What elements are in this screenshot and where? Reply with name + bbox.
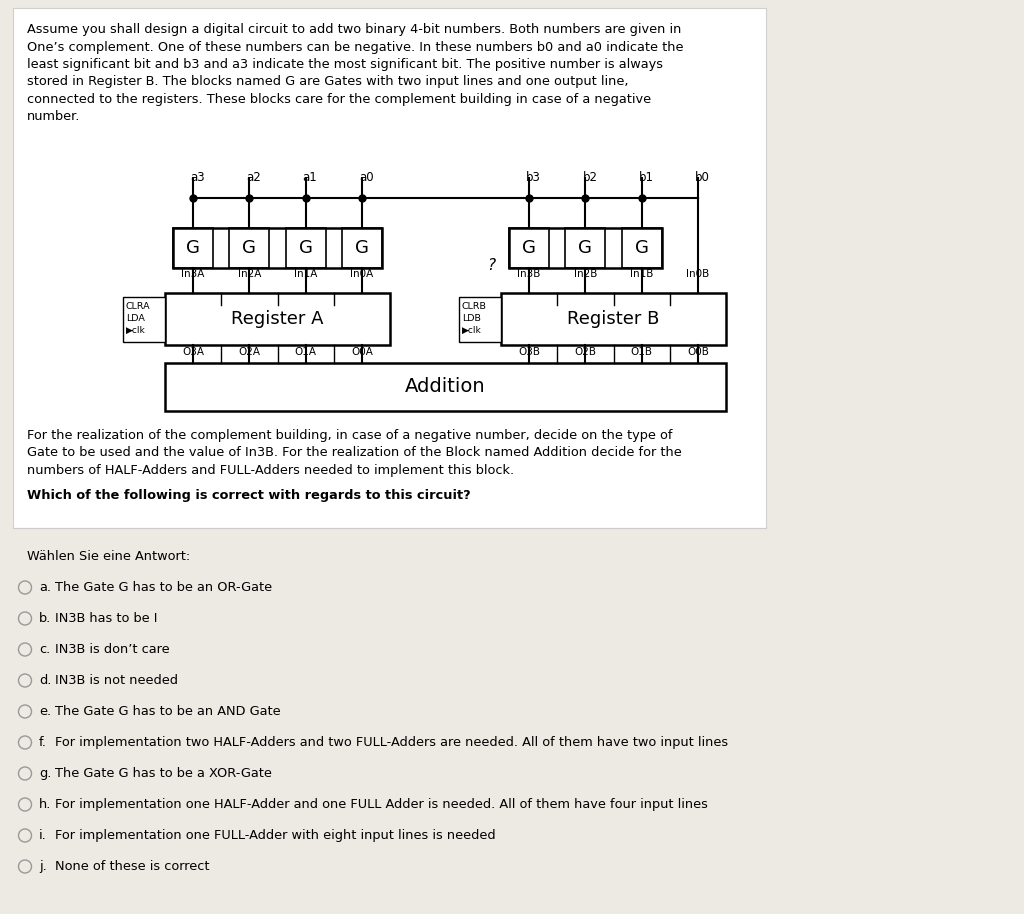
Text: b3: b3 <box>526 171 541 184</box>
Bar <box>123 297 165 342</box>
Text: Register A: Register A <box>231 310 324 328</box>
Bar <box>509 228 662 268</box>
Text: d.: d. <box>39 674 51 687</box>
Text: a3: a3 <box>190 171 205 184</box>
Bar <box>622 228 662 268</box>
Text: Which of the following is correct with regards to this circuit?: Which of the following is correct with r… <box>27 490 471 503</box>
Text: ▶clk: ▶clk <box>126 326 145 335</box>
Text: b.: b. <box>39 612 51 625</box>
Text: G: G <box>522 239 536 257</box>
Text: e.: e. <box>39 705 51 718</box>
Text: CLRA: CLRA <box>126 302 151 311</box>
Text: G: G <box>355 239 369 257</box>
Text: G: G <box>243 239 256 257</box>
Text: least significant bit and b3 and a3 indicate the most significant bit. The posit: least significant bit and b3 and a3 indi… <box>27 58 663 71</box>
Circle shape <box>18 736 32 749</box>
Text: For implementation two HALF-Adders and two FULL-Adders are needed. All of them h: For implementation two HALF-Adders and t… <box>55 736 728 749</box>
Text: O0B: O0B <box>687 347 709 357</box>
Circle shape <box>18 798 32 811</box>
Bar <box>509 228 549 268</box>
Text: In1A: In1A <box>294 269 317 279</box>
Text: b2: b2 <box>583 171 597 184</box>
Text: O1B: O1B <box>631 347 652 357</box>
Bar <box>501 293 726 345</box>
Text: Wählen Sie eine Antwort:: Wählen Sie eine Antwort: <box>27 550 190 563</box>
Text: i.: i. <box>39 829 47 842</box>
Text: O2B: O2B <box>574 347 596 357</box>
Text: In3B: In3B <box>517 269 541 279</box>
Text: O0A: O0A <box>351 347 373 357</box>
Text: a2: a2 <box>247 171 261 184</box>
Text: In3A: In3A <box>181 269 205 279</box>
Text: Register B: Register B <box>567 310 659 328</box>
Text: IN3B is not needed: IN3B is not needed <box>55 674 178 687</box>
Text: G: G <box>299 239 312 257</box>
Text: b0: b0 <box>695 171 710 184</box>
Text: The Gate G has to be an OR-Gate: The Gate G has to be an OR-Gate <box>55 581 272 594</box>
Text: O2A: O2A <box>239 347 260 357</box>
Text: For implementation one FULL-Adder with eight input lines is needed: For implementation one FULL-Adder with e… <box>55 829 496 842</box>
Bar <box>459 297 501 342</box>
Circle shape <box>18 829 32 842</box>
Text: LDA: LDA <box>126 314 144 323</box>
Text: numbers of HALF-Adders and FULL-Adders needed to implement this block.: numbers of HALF-Adders and FULL-Adders n… <box>27 464 514 477</box>
Text: In0A: In0A <box>350 269 374 279</box>
Text: c.: c. <box>39 643 50 656</box>
Circle shape <box>18 860 32 873</box>
Circle shape <box>18 643 32 656</box>
Text: Assume you shall design a digital circuit to add two binary 4-bit numbers. Both : Assume you shall design a digital circui… <box>27 23 681 36</box>
Bar <box>165 363 726 411</box>
Text: stored in Register B. The blocks named G are Gates with two input lines and one : stored in Register B. The blocks named G… <box>27 76 629 89</box>
Text: In2A: In2A <box>238 269 261 279</box>
Text: The Gate G has to be an AND Gate: The Gate G has to be an AND Gate <box>55 705 281 718</box>
Text: One’s complement. One of these numbers can be negative. In these numbers b0 and : One’s complement. One of these numbers c… <box>27 40 683 54</box>
Text: In0B: In0B <box>686 269 710 279</box>
Bar <box>342 228 382 268</box>
Text: Gate to be used and the value of In3B. For the realization of the Block named Ad: Gate to be used and the value of In3B. F… <box>27 447 682 460</box>
Bar <box>165 293 390 345</box>
Text: O3B: O3B <box>518 347 540 357</box>
Text: a.: a. <box>39 581 51 594</box>
Text: ▶clk: ▶clk <box>462 326 481 335</box>
Text: O3A: O3A <box>182 347 204 357</box>
Text: h.: h. <box>39 798 51 811</box>
Text: IN3B has to be I: IN3B has to be I <box>55 612 158 625</box>
Bar <box>13 8 766 528</box>
Text: For the realization of the complement building, in case of a negative number, de: For the realization of the complement bu… <box>27 429 673 442</box>
Bar <box>565 228 605 268</box>
Text: g.: g. <box>39 767 51 780</box>
Text: In1B: In1B <box>630 269 653 279</box>
Text: b1: b1 <box>639 171 653 184</box>
Bar <box>173 228 213 268</box>
Text: CLRB: CLRB <box>462 302 486 311</box>
Text: LDB: LDB <box>462 314 481 323</box>
Text: j.: j. <box>39 860 47 873</box>
Circle shape <box>18 674 32 687</box>
Text: In2B: In2B <box>573 269 597 279</box>
Bar <box>173 228 382 268</box>
Text: O1A: O1A <box>295 347 316 357</box>
Text: The Gate G has to be a XOR-Gate: The Gate G has to be a XOR-Gate <box>55 767 272 780</box>
Text: IN3B is don’t care: IN3B is don’t care <box>55 643 170 656</box>
Text: ?: ? <box>487 259 495 273</box>
Bar <box>229 228 269 268</box>
Text: None of these is correct: None of these is correct <box>55 860 210 873</box>
Circle shape <box>18 612 32 625</box>
Text: f.: f. <box>39 736 47 749</box>
Circle shape <box>18 767 32 780</box>
Text: number.: number. <box>27 111 80 123</box>
Circle shape <box>18 581 32 594</box>
Text: a1: a1 <box>303 171 317 184</box>
Text: Addition: Addition <box>406 377 485 397</box>
Text: a0: a0 <box>358 171 374 184</box>
Text: For implementation one HALF-Adder and one FULL Adder is needed. All of them have: For implementation one HALF-Adder and on… <box>55 798 708 811</box>
Text: G: G <box>635 239 648 257</box>
Text: connected to the registers. These blocks care for the complement building in cas: connected to the registers. These blocks… <box>27 93 651 106</box>
Bar <box>286 228 326 268</box>
Text: G: G <box>579 239 592 257</box>
Text: G: G <box>186 239 200 257</box>
Circle shape <box>18 705 32 718</box>
